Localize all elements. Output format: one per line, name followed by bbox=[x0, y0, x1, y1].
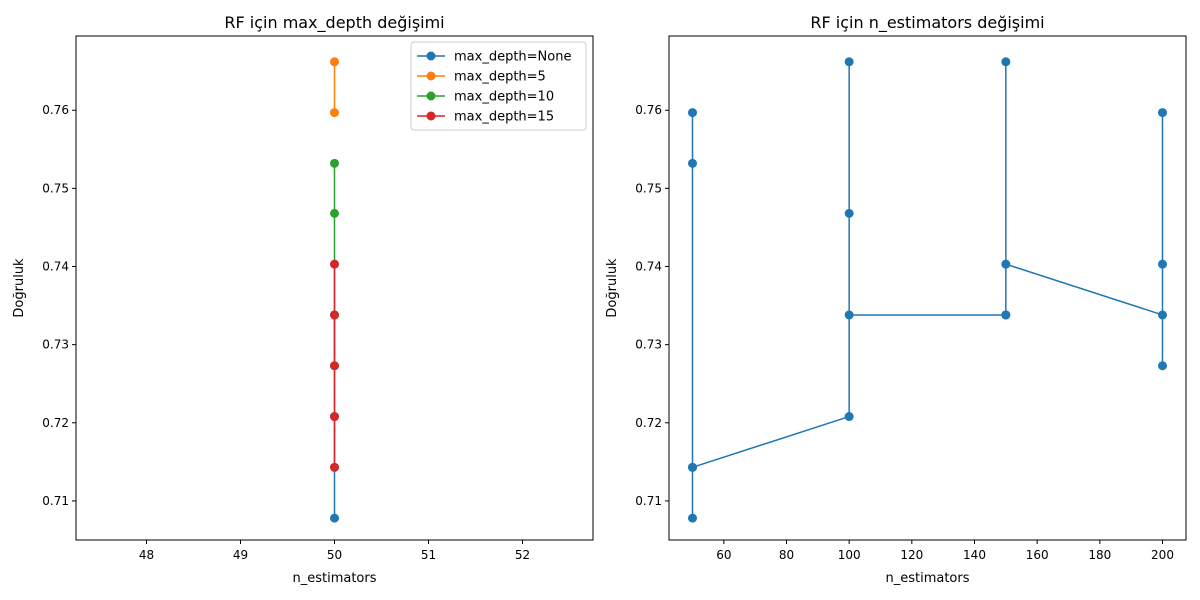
chart-1-x-tick-label: 80 bbox=[779, 548, 794, 562]
chart-0-x-tick-label: 52 bbox=[515, 548, 530, 562]
chart-1-series-0-point bbox=[844, 412, 854, 422]
chart-0-legend-label: max_depth=5 bbox=[454, 70, 546, 85]
chart-0-series-2-point bbox=[330, 158, 339, 168]
chart-1-x-tick-label: 140 bbox=[963, 548, 986, 562]
chart-1-y-axis-label: Doğruluk bbox=[605, 258, 620, 318]
plot-max-depth: RF için max_depth değişimi 48 49 50 51 52 0.71… bbox=[12, 13, 594, 586]
chart-1-series-0-point bbox=[688, 513, 697, 523]
chart-0-x-tick-label: 48 bbox=[139, 548, 154, 562]
chart-0-plot-frame bbox=[75, 35, 594, 541]
chart-1-series-0-point bbox=[1158, 259, 1167, 269]
chart-0-legend-label: max_depth=10 bbox=[454, 90, 554, 105]
chart-1-series-0-line bbox=[691, 61, 1164, 519]
chart-1-x-tick-label: 200 bbox=[1151, 548, 1174, 562]
chart-1-series-0-point bbox=[1001, 259, 1011, 269]
chart-0-series-0-point bbox=[330, 513, 339, 523]
chart-0-series-3-point bbox=[330, 310, 339, 320]
chart-1-x-tick-label: 100 bbox=[838, 548, 861, 562]
chart-1-x-tick-label: 160 bbox=[1026, 548, 1049, 562]
chart-1-series-0-point bbox=[1158, 310, 1167, 320]
chart-1-series-0-point bbox=[1158, 361, 1167, 371]
chart-1-series-0-point bbox=[1001, 57, 1011, 67]
chart-0-series-3-point bbox=[330, 259, 339, 269]
chart-1-series-0-point bbox=[844, 57, 854, 67]
chart-0-series-3-point bbox=[330, 412, 339, 422]
chart-0-series-1-point bbox=[330, 108, 339, 118]
chart-0-x-axis-label: n_estimators bbox=[292, 571, 376, 586]
chart-1-y-tick-label: 0.75 bbox=[635, 181, 662, 195]
chart-0-y-tick-label: 0.71 bbox=[42, 494, 69, 508]
chart-0-y-tick-label: 0.76 bbox=[42, 103, 69, 117]
chart-0-legend-marker bbox=[426, 91, 436, 101]
chart-0-y-axis-label: Doğruluk bbox=[12, 258, 27, 318]
chart-1-y-tick-label: 0.71 bbox=[635, 494, 662, 508]
chart-1-series-0-point bbox=[688, 108, 697, 118]
chart-0-legend-marker bbox=[426, 111, 436, 121]
chart-1-x-axis-label: n_estimators bbox=[885, 571, 969, 586]
chart-0-y-tick-label: 0.72 bbox=[42, 416, 69, 430]
chart-0-series-2-point bbox=[330, 208, 339, 218]
chart-0-legend: max_depth=None max_depth=5 max_depth=10max… bbox=[410, 41, 587, 131]
chart-1-series-0-point bbox=[688, 462, 697, 472]
chart-1-plot-frame bbox=[668, 35, 1187, 541]
chart-1-y-tick-label: 0.76 bbox=[635, 103, 662, 117]
chart-1-y-tick-label: 0.74 bbox=[635, 260, 662, 274]
chart-0-legend-box bbox=[410, 41, 587, 131]
chart-0-x-tick-label: 49 bbox=[233, 548, 248, 562]
chart-0-series-1-point bbox=[330, 57, 339, 67]
chart-0-title: RF için max_depth değişimi bbox=[224, 13, 444, 33]
chart-0-y-tick-label: 0.74 bbox=[42, 260, 69, 274]
chart-1-x-tick-label: 60 bbox=[716, 548, 731, 562]
chart-1-x-tick-label: 180 bbox=[1088, 548, 1111, 562]
chart-0-legend-label: max_depth=15 bbox=[454, 110, 554, 125]
chart-1-series-0-point bbox=[1158, 108, 1167, 118]
chart-0-legend-label: max_depth=None bbox=[454, 50, 571, 65]
chart-0-legend-marker bbox=[426, 51, 436, 61]
chart-0-x-tick-label: 50 bbox=[327, 548, 342, 562]
chart-1-title: RF için n_estimators değişimi bbox=[810, 13, 1044, 33]
plot-n-estimators: RF için n_estimators değişimi 60 80 100 120 1… bbox=[605, 13, 1187, 586]
chart-1-y-tick-label: 0.73 bbox=[635, 338, 662, 352]
chart-1-x-tick-label: 120 bbox=[900, 548, 923, 562]
chart-1-y-tick-label: 0.72 bbox=[635, 416, 662, 430]
chart-0-y-tick-label: 0.73 bbox=[42, 338, 69, 352]
chart-1-series-0-point bbox=[844, 310, 854, 320]
chart-0-x-tick-label: 51 bbox=[421, 548, 436, 562]
chart-1-series-0-point bbox=[1001, 310, 1011, 320]
chart-0-series-3-point bbox=[330, 462, 339, 472]
chart-0-series-3-point bbox=[330, 361, 339, 371]
chart-1-series-0-point bbox=[844, 208, 854, 218]
chart-1-series-0-point bbox=[688, 158, 697, 168]
chart-0-y-tick-label: 0.75 bbox=[42, 181, 69, 195]
chart-0-legend-marker bbox=[426, 71, 436, 81]
